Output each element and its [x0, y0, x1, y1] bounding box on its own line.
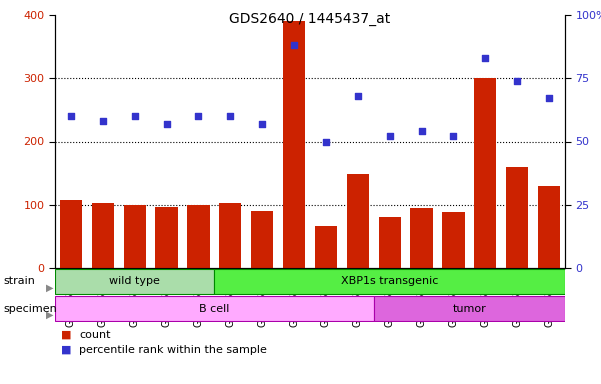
Bar [55, 268, 215, 295]
Point [98, 118, 108, 124]
Point [257, 121, 267, 127]
Point [353, 93, 362, 99]
Bar [410, 208, 433, 268]
Text: count: count [79, 330, 111, 340]
Point [321, 138, 331, 144]
Text: GSM160881: GSM160881 [448, 268, 459, 327]
Bar [59, 200, 82, 268]
Bar [506, 167, 528, 268]
Point [416, 128, 426, 134]
Text: B cell: B cell [199, 303, 230, 313]
Point [448, 133, 458, 139]
Point [481, 55, 490, 61]
Point [130, 113, 139, 119]
Text: GSM160883: GSM160883 [512, 268, 522, 327]
Text: tumor: tumor [453, 303, 486, 313]
Bar [315, 226, 337, 268]
Bar [188, 205, 210, 268]
Bar [474, 78, 496, 268]
Text: ■: ■ [61, 345, 75, 355]
Text: GSM160880: GSM160880 [416, 268, 427, 327]
Bar [156, 207, 178, 268]
Bar [347, 174, 369, 268]
Bar [442, 212, 465, 268]
Text: GSM160867: GSM160867 [321, 268, 331, 327]
Text: wild type: wild type [109, 276, 160, 286]
Text: ■: ■ [61, 330, 75, 340]
Point [225, 113, 235, 119]
Point [66, 113, 76, 119]
Bar [374, 296, 565, 321]
Point [162, 121, 171, 127]
Text: GSM160865: GSM160865 [257, 268, 267, 327]
Bar [124, 205, 146, 268]
Bar [283, 22, 305, 268]
Text: GDS2640 / 1445437_at: GDS2640 / 1445437_at [230, 12, 391, 25]
Point [385, 133, 394, 139]
Text: strain: strain [3, 276, 35, 286]
Bar [219, 204, 242, 268]
Text: GSM160869: GSM160869 [385, 268, 395, 327]
Text: GSM160861: GSM160861 [194, 268, 203, 327]
Text: GSM160739: GSM160739 [130, 268, 139, 327]
Text: GSM160866: GSM160866 [289, 268, 299, 327]
Point [513, 78, 522, 84]
Point [289, 42, 299, 48]
Bar [538, 186, 560, 268]
Bar [215, 268, 565, 295]
Point [194, 113, 203, 119]
Point [545, 95, 554, 101]
Text: percentile rank within the sample: percentile rank within the sample [79, 345, 267, 355]
Text: GSM160731: GSM160731 [98, 268, 108, 327]
Bar [55, 296, 374, 321]
Text: ▶: ▶ [46, 310, 53, 320]
Text: GSM160868: GSM160868 [353, 268, 363, 327]
Text: specimen: specimen [3, 303, 56, 313]
Text: GSM160730: GSM160730 [66, 268, 76, 327]
Text: ▶: ▶ [46, 283, 53, 293]
Text: XBP1s transgenic: XBP1s transgenic [341, 276, 438, 286]
Bar [92, 204, 114, 268]
Text: GSM160860: GSM160860 [162, 268, 171, 327]
Text: GSM160884: GSM160884 [544, 268, 554, 327]
Bar [251, 211, 273, 268]
Bar [379, 217, 401, 268]
Text: GSM160864: GSM160864 [225, 268, 236, 327]
Text: GSM160882: GSM160882 [480, 268, 490, 327]
